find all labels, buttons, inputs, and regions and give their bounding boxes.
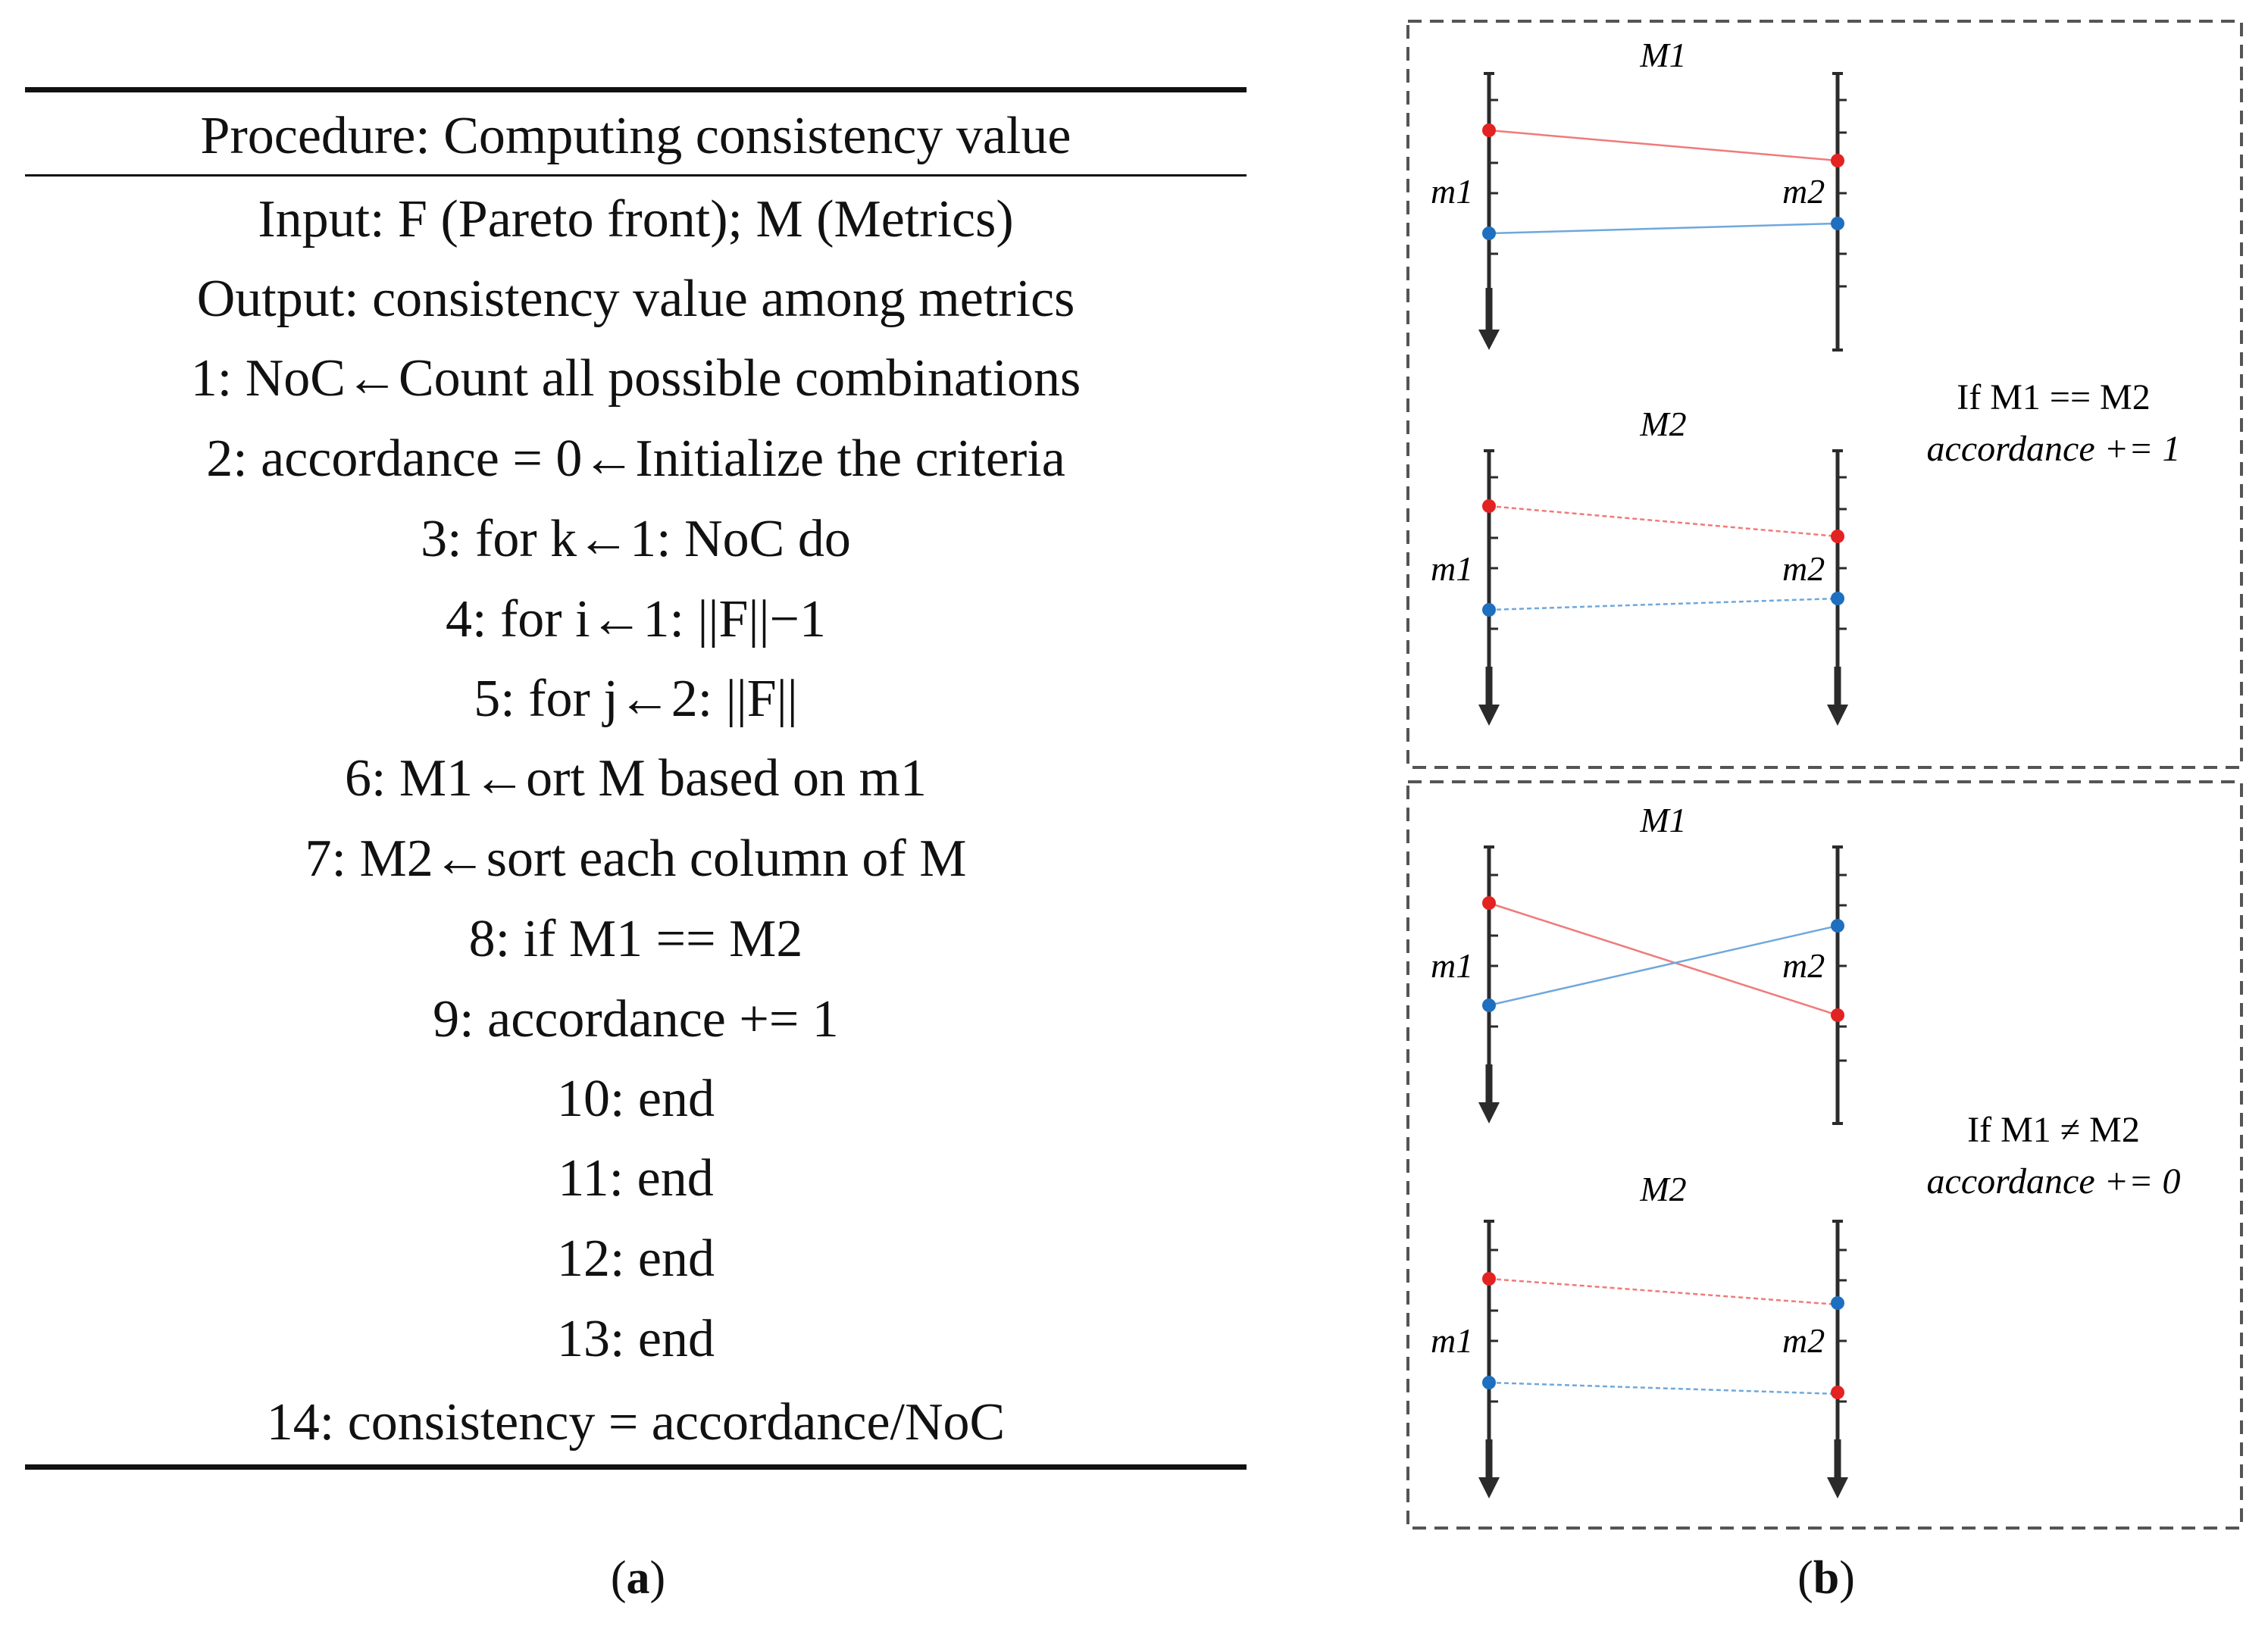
red-point: [1482, 1272, 1496, 1286]
axis-left-arrow: [1478, 705, 1500, 726]
sub-title-bottom: M2: [1639, 1170, 1686, 1208]
procedure-title: Procedure: Computing consistency value: [200, 107, 1071, 165]
axis-label-m2: m2: [1782, 1321, 1825, 1360]
sub-title-top: M1: [1639, 36, 1686, 74]
blue-point: [1482, 603, 1496, 617]
caption-b: (b): [1797, 1552, 1855, 1604]
red-point: [1482, 123, 1496, 137]
procedure-line: 8: if M1 == M2: [468, 910, 803, 968]
procedure-line: 10: end: [556, 1070, 715, 1128]
procedure-panel: Procedure: Computing consistency value I…: [25, 87, 1247, 1604]
procedure-line: 5: for j←2: ||F||: [474, 670, 798, 728]
blue-point: [1831, 919, 1844, 933]
axis-label-m1: m1: [1431, 946, 1473, 985]
red-point: [1482, 499, 1496, 513]
axis-ticks: [1489, 873, 1847, 1062]
red-link-dashed: [1488, 1277, 1838, 1306]
procedure-line: 1: NoC←Count all possible combinations: [190, 349, 1081, 408]
axis-left-arrow: [1478, 1477, 1500, 1498]
blue-point: [1831, 1296, 1844, 1310]
caption-b-letter: b: [1813, 1552, 1840, 1604]
red-link: [1488, 902, 1838, 1017]
procedure-line: 14: consistency = accordance/NoC: [266, 1393, 1006, 1452]
condition-unequal: If M1 ≠ M2: [1967, 1110, 2140, 1150]
sub-title-top: M1: [1639, 801, 1686, 839]
table-top-rule: [25, 87, 1247, 92]
blue-point: [1482, 998, 1496, 1012]
blue-point: [1831, 217, 1844, 230]
procedure-line: 9: accordance += 1: [433, 990, 839, 1048]
red-point: [1831, 1008, 1844, 1022]
blue-link: [1488, 222, 1838, 235]
axis-left-arrow: [1478, 1102, 1500, 1123]
red-point: [1831, 530, 1844, 543]
table-bottom-rule: [25, 1464, 1247, 1470]
red-point: [1482, 896, 1496, 910]
procedure-line: Output: consistency value among metrics: [196, 270, 1075, 328]
procedure-line: 11: end: [558, 1149, 714, 1208]
blue-link: [1488, 924, 1838, 1007]
caption-a: (a): [610, 1552, 666, 1604]
procedure-line: 2: accordance = 0←Initialize the criteri…: [206, 430, 1065, 488]
axis-left-arrow: [1478, 330, 1500, 350]
red-link: [1488, 129, 1838, 162]
axis-label-m2: m2: [1782, 172, 1825, 211]
axis-label-m2: m2: [1782, 549, 1825, 588]
red-point: [1831, 1386, 1844, 1399]
procedure-line: 4: for i←1: ||F||−1: [446, 590, 826, 648]
blue-point: [1482, 1376, 1496, 1389]
axis-ticks: [1489, 98, 1847, 288]
table-header-rule: [25, 174, 1247, 177]
result-unequal: accordance += 0: [1927, 1161, 2181, 1202]
axis-label-m1: m1: [1431, 1321, 1473, 1360]
red-point: [1831, 154, 1844, 167]
caption-a-letter: a: [626, 1552, 650, 1604]
blue-point: [1831, 592, 1844, 605]
procedure-line: Input: F (Pareto front); M (Metrics): [258, 190, 1014, 248]
axis-ticks: [1489, 1248, 1847, 1403]
blue-link-dashed: [1488, 1381, 1838, 1395]
procedure-line: 7: M2←sort each column of M: [305, 830, 967, 888]
blue-point: [1482, 227, 1496, 240]
procedure-line: 12: end: [556, 1230, 715, 1288]
axis-ticks: [1489, 476, 1847, 630]
procedure-line: 3: for k←1: NoC do: [421, 510, 851, 568]
condition-equal: If M1 == M2: [1957, 377, 2150, 417]
axis-right-arrow: [1827, 1477, 1848, 1498]
red-link-dashed: [1488, 505, 1838, 538]
comparison-box-unequal: [1406, 780, 2243, 1530]
axis-label-m1: m1: [1431, 549, 1473, 588]
axis-right-arrow: [1827, 705, 1848, 726]
procedure-line: 6: M1←ort M based on m1: [344, 749, 928, 808]
sub-title-bottom: M2: [1639, 405, 1686, 443]
axis-label-m2: m2: [1782, 946, 1825, 985]
axis-label-m1: m1: [1431, 172, 1473, 211]
result-equal: accordance += 1: [1927, 429, 2181, 469]
procedure-line: 13: end: [556, 1310, 715, 1368]
blue-link-dashed: [1488, 597, 1838, 611]
